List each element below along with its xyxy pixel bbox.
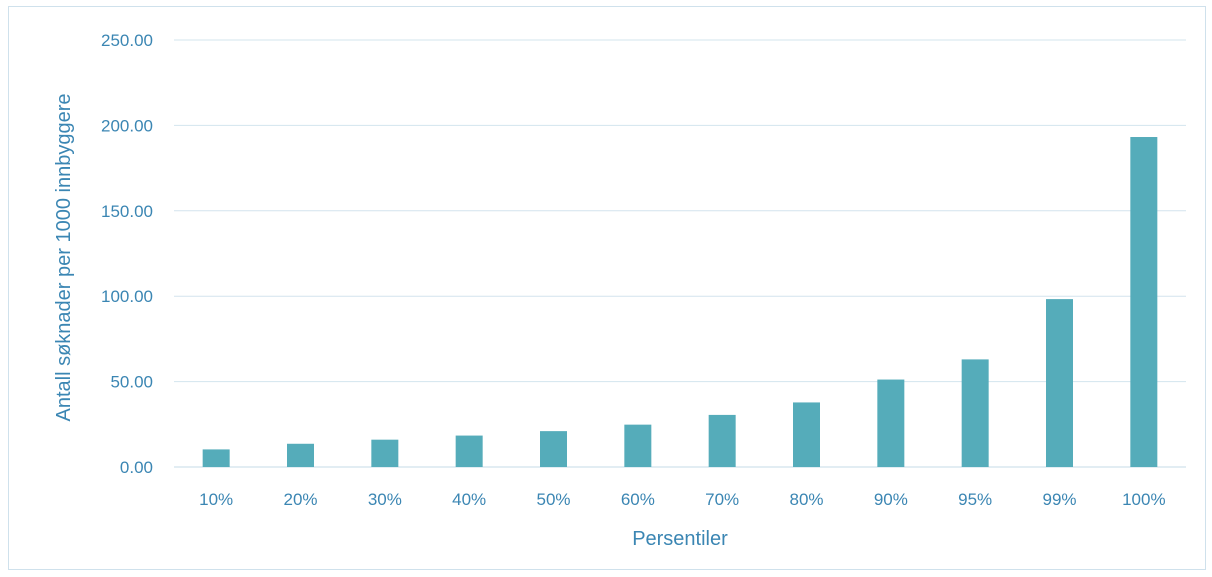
bar [1130, 137, 1158, 467]
x-tick-label: 50% [536, 490, 570, 509]
x-axis-title: Persentiler [632, 528, 728, 550]
y-tick-label: 50.00 [110, 373, 153, 392]
x-tick-label: 99% [1042, 490, 1076, 509]
gridlines [174, 39, 1186, 468]
bar [961, 359, 989, 467]
bars [202, 137, 1158, 467]
x-tick-label: 100% [1122, 490, 1165, 509]
bar [877, 379, 905, 467]
x-tick-label: 10% [199, 490, 233, 509]
x-tick-label: 60% [621, 490, 655, 509]
y-tick-label: 250.00 [101, 31, 153, 50]
bar [455, 435, 483, 467]
x-tick-label: 70% [705, 490, 739, 509]
x-tick-label: 90% [874, 490, 908, 509]
bar [624, 424, 652, 467]
x-tick-label: 95% [958, 490, 992, 509]
x-tick-label: 40% [452, 490, 486, 509]
y-tick-label: 100.00 [101, 287, 153, 306]
x-tick-label: 80% [789, 490, 823, 509]
y-tick-label: 0.00 [120, 458, 153, 477]
bar [708, 414, 736, 467]
x-tick-label: 20% [283, 490, 317, 509]
bar [287, 443, 314, 467]
y-axis-title: Antall søknader per 1000 innbyggere [53, 94, 75, 422]
x-tick-label: 30% [368, 490, 402, 509]
y-axis-ticks: 0.00 50.00 100.00 150.00 200.00 250.00 [101, 31, 153, 477]
y-tick-label: 150.00 [101, 202, 153, 221]
bar [540, 431, 567, 467]
bar [371, 439, 399, 467]
x-axis-ticks: 10% 20% 30% 40% 50% 60% 70% 80% 90% 95% 99% 100% [199, 490, 1165, 509]
bar [1046, 299, 1073, 467]
bar [202, 449, 230, 467]
bar [793, 402, 820, 467]
chart-frame [8, 6, 1206, 570]
y-tick-label: 200.00 [101, 116, 153, 135]
